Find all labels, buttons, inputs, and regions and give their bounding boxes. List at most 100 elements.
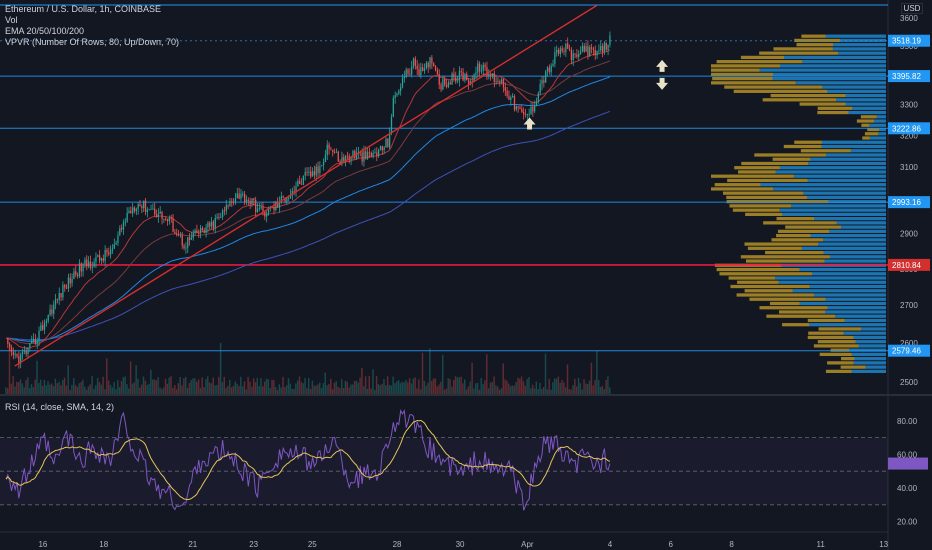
volume-bar [285,385,288,394]
volume-bar [118,386,121,394]
candle-body [581,45,584,52]
symbol-title[interactable]: Ethereum / U.S. Dollar, 1h, COINBASE [5,4,162,14]
volume-bar [96,377,99,394]
volume-bar [427,382,429,394]
volume-bar [357,382,359,394]
volume-bar [410,383,413,394]
volume-bar [52,386,55,394]
candle-body [157,213,160,217]
volume-bar [588,380,591,394]
candle-body [49,309,51,315]
vpvr-bar-up [845,93,886,98]
volume-bar [570,389,572,394]
candle-body [225,205,227,211]
candle-body [264,211,266,217]
volume-bar [363,386,365,394]
volume-bar [106,358,108,394]
volume-bar [594,380,596,394]
volume-bar [273,380,275,394]
candle-body [572,53,574,61]
time-axis-label: 28 [393,540,402,549]
candle-body [545,71,547,83]
candle-body [489,74,492,77]
candle-body [82,264,84,272]
volume-bar [91,376,93,394]
vpvr-bar-down [729,204,792,208]
volume-bar [430,380,433,394]
vpvr-bar-up [793,174,886,178]
candle-body [304,172,306,176]
volume-bar [184,376,187,394]
candle-body [18,356,20,364]
candle-body [214,218,216,229]
candle-body [205,227,207,233]
candle-body [16,353,18,357]
ema-50-line [5,60,611,345]
volume-bar [473,388,475,394]
volume-bar [414,377,416,394]
vpvr-bar-down [813,344,859,348]
volume-bar [304,378,306,394]
candle-body [126,212,128,222]
candle-body [537,93,539,102]
vpvr-bar-down [785,225,842,229]
candle-body [300,184,303,185]
candle-body [387,138,389,148]
ema-indicator-label[interactable]: EMA 20/50/100/200 [5,26,85,36]
price-axis-label: 2500 [900,378,918,387]
volume-bar [377,384,380,394]
vpvr-bar-up [836,221,886,225]
volume-bar [58,381,60,394]
vpvr-bar-down [779,310,825,314]
volume-bar [190,380,192,394]
volume-bar [27,377,29,394]
candle-body [75,271,77,275]
candle-body [43,322,46,330]
vpvr-bar-down [714,183,761,187]
volume-bar [407,382,409,394]
candle-body [434,66,437,71]
volume-bar [6,388,9,394]
volume-bar [408,378,411,394]
vpvr-bar-down [740,255,830,259]
vpvr-indicator-label[interactable]: VPVR (Number Of Rows, 80, Up/Down, 70) [5,37,180,47]
candle-body [377,149,380,156]
candle-body [166,218,169,222]
candle-body [150,208,152,210]
volume-bar [403,382,405,394]
price-level-label: 3518.19 [892,37,921,46]
ema-100-line [5,76,611,342]
candle-body [32,338,35,342]
candle-body [319,166,321,174]
candle-body [139,204,141,207]
candle-body [365,151,367,159]
volume-bar [159,387,161,394]
volume-bar [458,377,460,394]
candle-body [60,293,62,298]
vpvr-bar-up [852,106,886,110]
volume-bar [467,386,470,394]
candle-body [168,218,171,222]
vpvr-bar-down [825,369,852,373]
candle-body [218,216,220,218]
candle-body [440,84,442,90]
volume-bar [21,383,24,394]
volume-indicator-label[interactable]: Vol [5,15,18,25]
time-axis-label: 16 [38,540,47,549]
volume-bar [478,389,481,394]
candle-body [579,51,582,55]
currency-label: USD [893,3,931,14]
volume-bar [115,389,117,394]
volume-bar [61,379,64,394]
volume-bar [585,383,587,394]
rsi-indicator-label[interactable]: RSI (14, close, SMA, 14, 2) [5,402,115,412]
volume-bar [452,380,455,394]
candle-body [194,230,196,234]
volume-bar [71,384,73,394]
candle-body [53,304,55,314]
candle-body [458,71,461,81]
volume-bar [528,376,530,394]
volume-bar [274,386,277,394]
candle-body [361,152,363,162]
